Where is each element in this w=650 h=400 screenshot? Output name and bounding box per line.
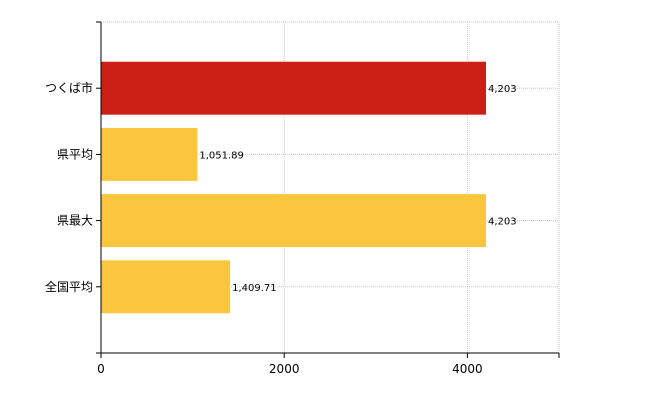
- data-label: 4,203: [488, 84, 517, 95]
- x-tick-label: 0: [97, 362, 105, 376]
- labels: 4,203 つくば市 1,051.89 県平均 4,203 県最大 1,409.71 全国平均…: [45, 80, 517, 376]
- bar: [101, 260, 231, 314]
- axes: [96, 21, 560, 358]
- category-label: つくば市: [45, 80, 93, 95]
- bar: [101, 127, 198, 181]
- bar: [101, 61, 486, 115]
- x-tick-label: 2000: [269, 362, 300, 376]
- category-label: 県平均: [57, 147, 93, 161]
- category-label: 県最大: [57, 214, 93, 228]
- data-label: 1,051.89: [199, 150, 244, 161]
- category-label: 全国平均: [45, 279, 93, 294]
- bars: [101, 61, 486, 314]
- bar: [101, 194, 486, 248]
- x-tick-label: 4000: [452, 362, 483, 376]
- data-label: 1,409.71: [232, 283, 277, 294]
- data-label: 4,203: [488, 217, 517, 228]
